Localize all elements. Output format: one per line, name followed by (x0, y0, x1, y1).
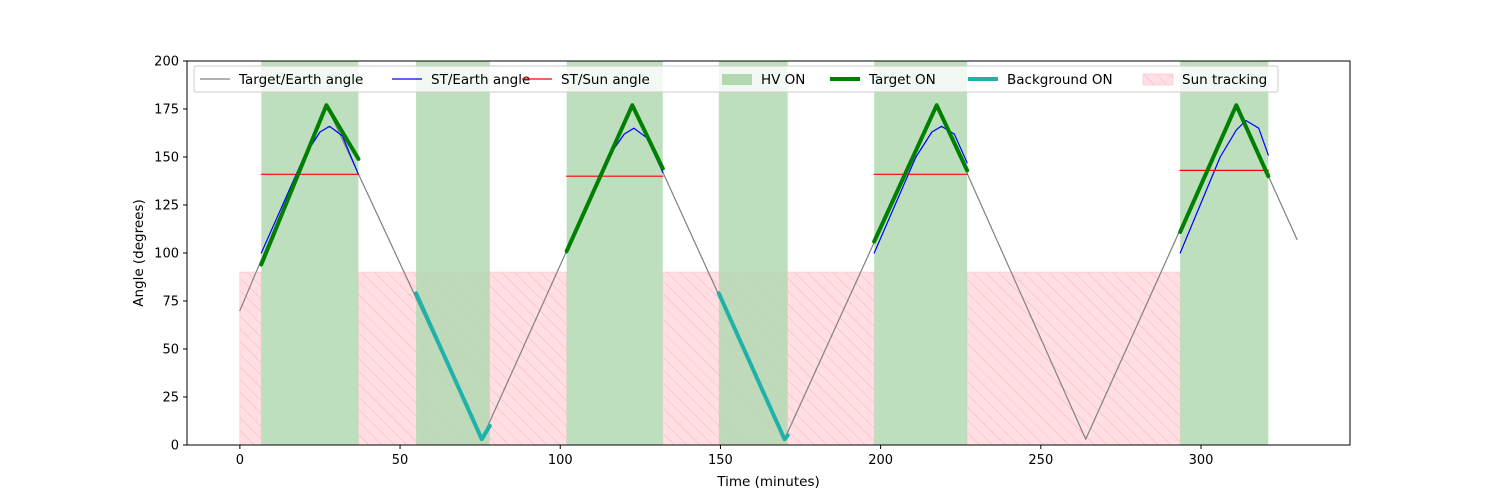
y-tick-label: 200 (154, 55, 179, 70)
y-tick-label: 75 (162, 295, 179, 310)
hv-on-region (874, 61, 968, 445)
x-tick-label: 300 (1189, 453, 1214, 468)
legend-label-target-earth-angle: Target/Earth angle (238, 72, 363, 88)
target-on-line (259, 103, 361, 267)
x-tick-label: 150 (708, 453, 733, 468)
y-tick-label: 100 (154, 247, 179, 262)
target-on-line (1178, 103, 1271, 234)
legend-label-st-earth-angle: ST/Earth angle (431, 72, 530, 88)
y-axis-label: Angle (degrees) (131, 199, 147, 307)
legend: Target/Earth angle ST/Earth angle ST/Sun a… (193, 65, 1279, 93)
x-tick-label: 250 (1028, 453, 1053, 468)
legend-label-sun-tracking: Sun tracking (1182, 72, 1267, 88)
x-tick-label: 0 (236, 453, 244, 468)
legend-label-hv-on: HV ON (761, 72, 805, 88)
background-on-line (716, 291, 790, 442)
y-tick-label: 150 (154, 151, 179, 166)
hv-on-region (416, 61, 490, 445)
y-tick-label: 125 (154, 199, 179, 214)
y-axis-ticks: 0 25 50 75 100 125 150 175 200 (154, 55, 187, 454)
sun-tracking-region (966, 271, 1181, 446)
y-tick-label: 25 (162, 391, 179, 406)
st-earth-angle-line (873, 125, 968, 254)
x-tick-label: 50 (392, 453, 409, 468)
legend-label-target-on: Target ON (868, 72, 936, 88)
legend-swatch-hv-on (722, 74, 752, 85)
legend-label-background-on: Background ON (1007, 72, 1113, 88)
hv-on-region (1180, 61, 1269, 445)
sun-tracking-region (239, 271, 262, 446)
y-tick-label: 50 (162, 343, 179, 358)
sun-tracking-regions (239, 271, 1181, 446)
x-tick-label: 200 (868, 453, 893, 468)
st-earth-angle-line (1179, 119, 1269, 254)
target-on-line (564, 103, 665, 254)
y-tick-label: 175 (154, 103, 179, 118)
series-lines (239, 103, 1298, 442)
x-tick-label: 100 (548, 453, 573, 468)
target-on-line (872, 103, 970, 244)
legend-label-st-sun-angle: ST/Sun angle (561, 72, 650, 88)
hv-on-region (566, 61, 663, 445)
x-axis-label: Time (minutes) (716, 474, 820, 490)
hv-on-region (718, 61, 788, 445)
hv-on-region (261, 61, 359, 445)
background-on-line (414, 291, 492, 442)
y-tick-label: 0 (171, 439, 179, 454)
x-axis-ticks: 0 50 100 150 200 250 300 (236, 445, 1214, 468)
legend-swatch-sun-tracking (1142, 73, 1174, 86)
